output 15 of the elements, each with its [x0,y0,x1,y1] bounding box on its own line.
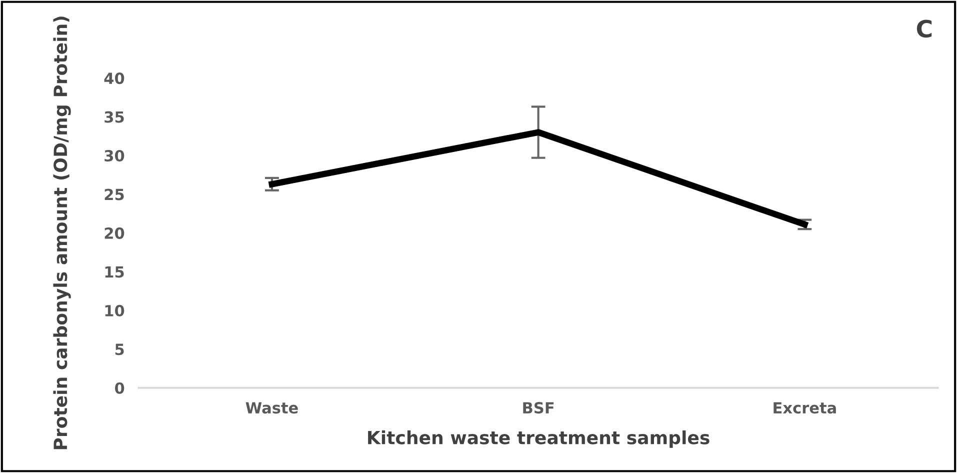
y-tick-label: 30 [104,150,124,162]
y-axis-title: Protein carbonyls amount (OD/mg Protein) [53,16,71,450]
y-tick-label: 0 [114,382,124,394]
y-tick-label: 10 [105,304,124,316]
text: C [916,20,932,38]
y-tick-label: 40 [104,72,124,84]
y-tick-label: 5 [115,344,124,356]
y-tick-label: 20 [104,227,124,239]
y-tick-label: 25 [104,188,124,200]
x-tick-label: Waste [246,402,298,414]
x-tick-label: BSF [523,402,554,414]
x-axis-title: Kitchen waste treatment samples [368,430,710,448]
x-tick-label: Excreta [774,402,836,414]
y-tick-label: 35 [104,111,124,123]
y-tick-label: 15 [105,266,124,278]
